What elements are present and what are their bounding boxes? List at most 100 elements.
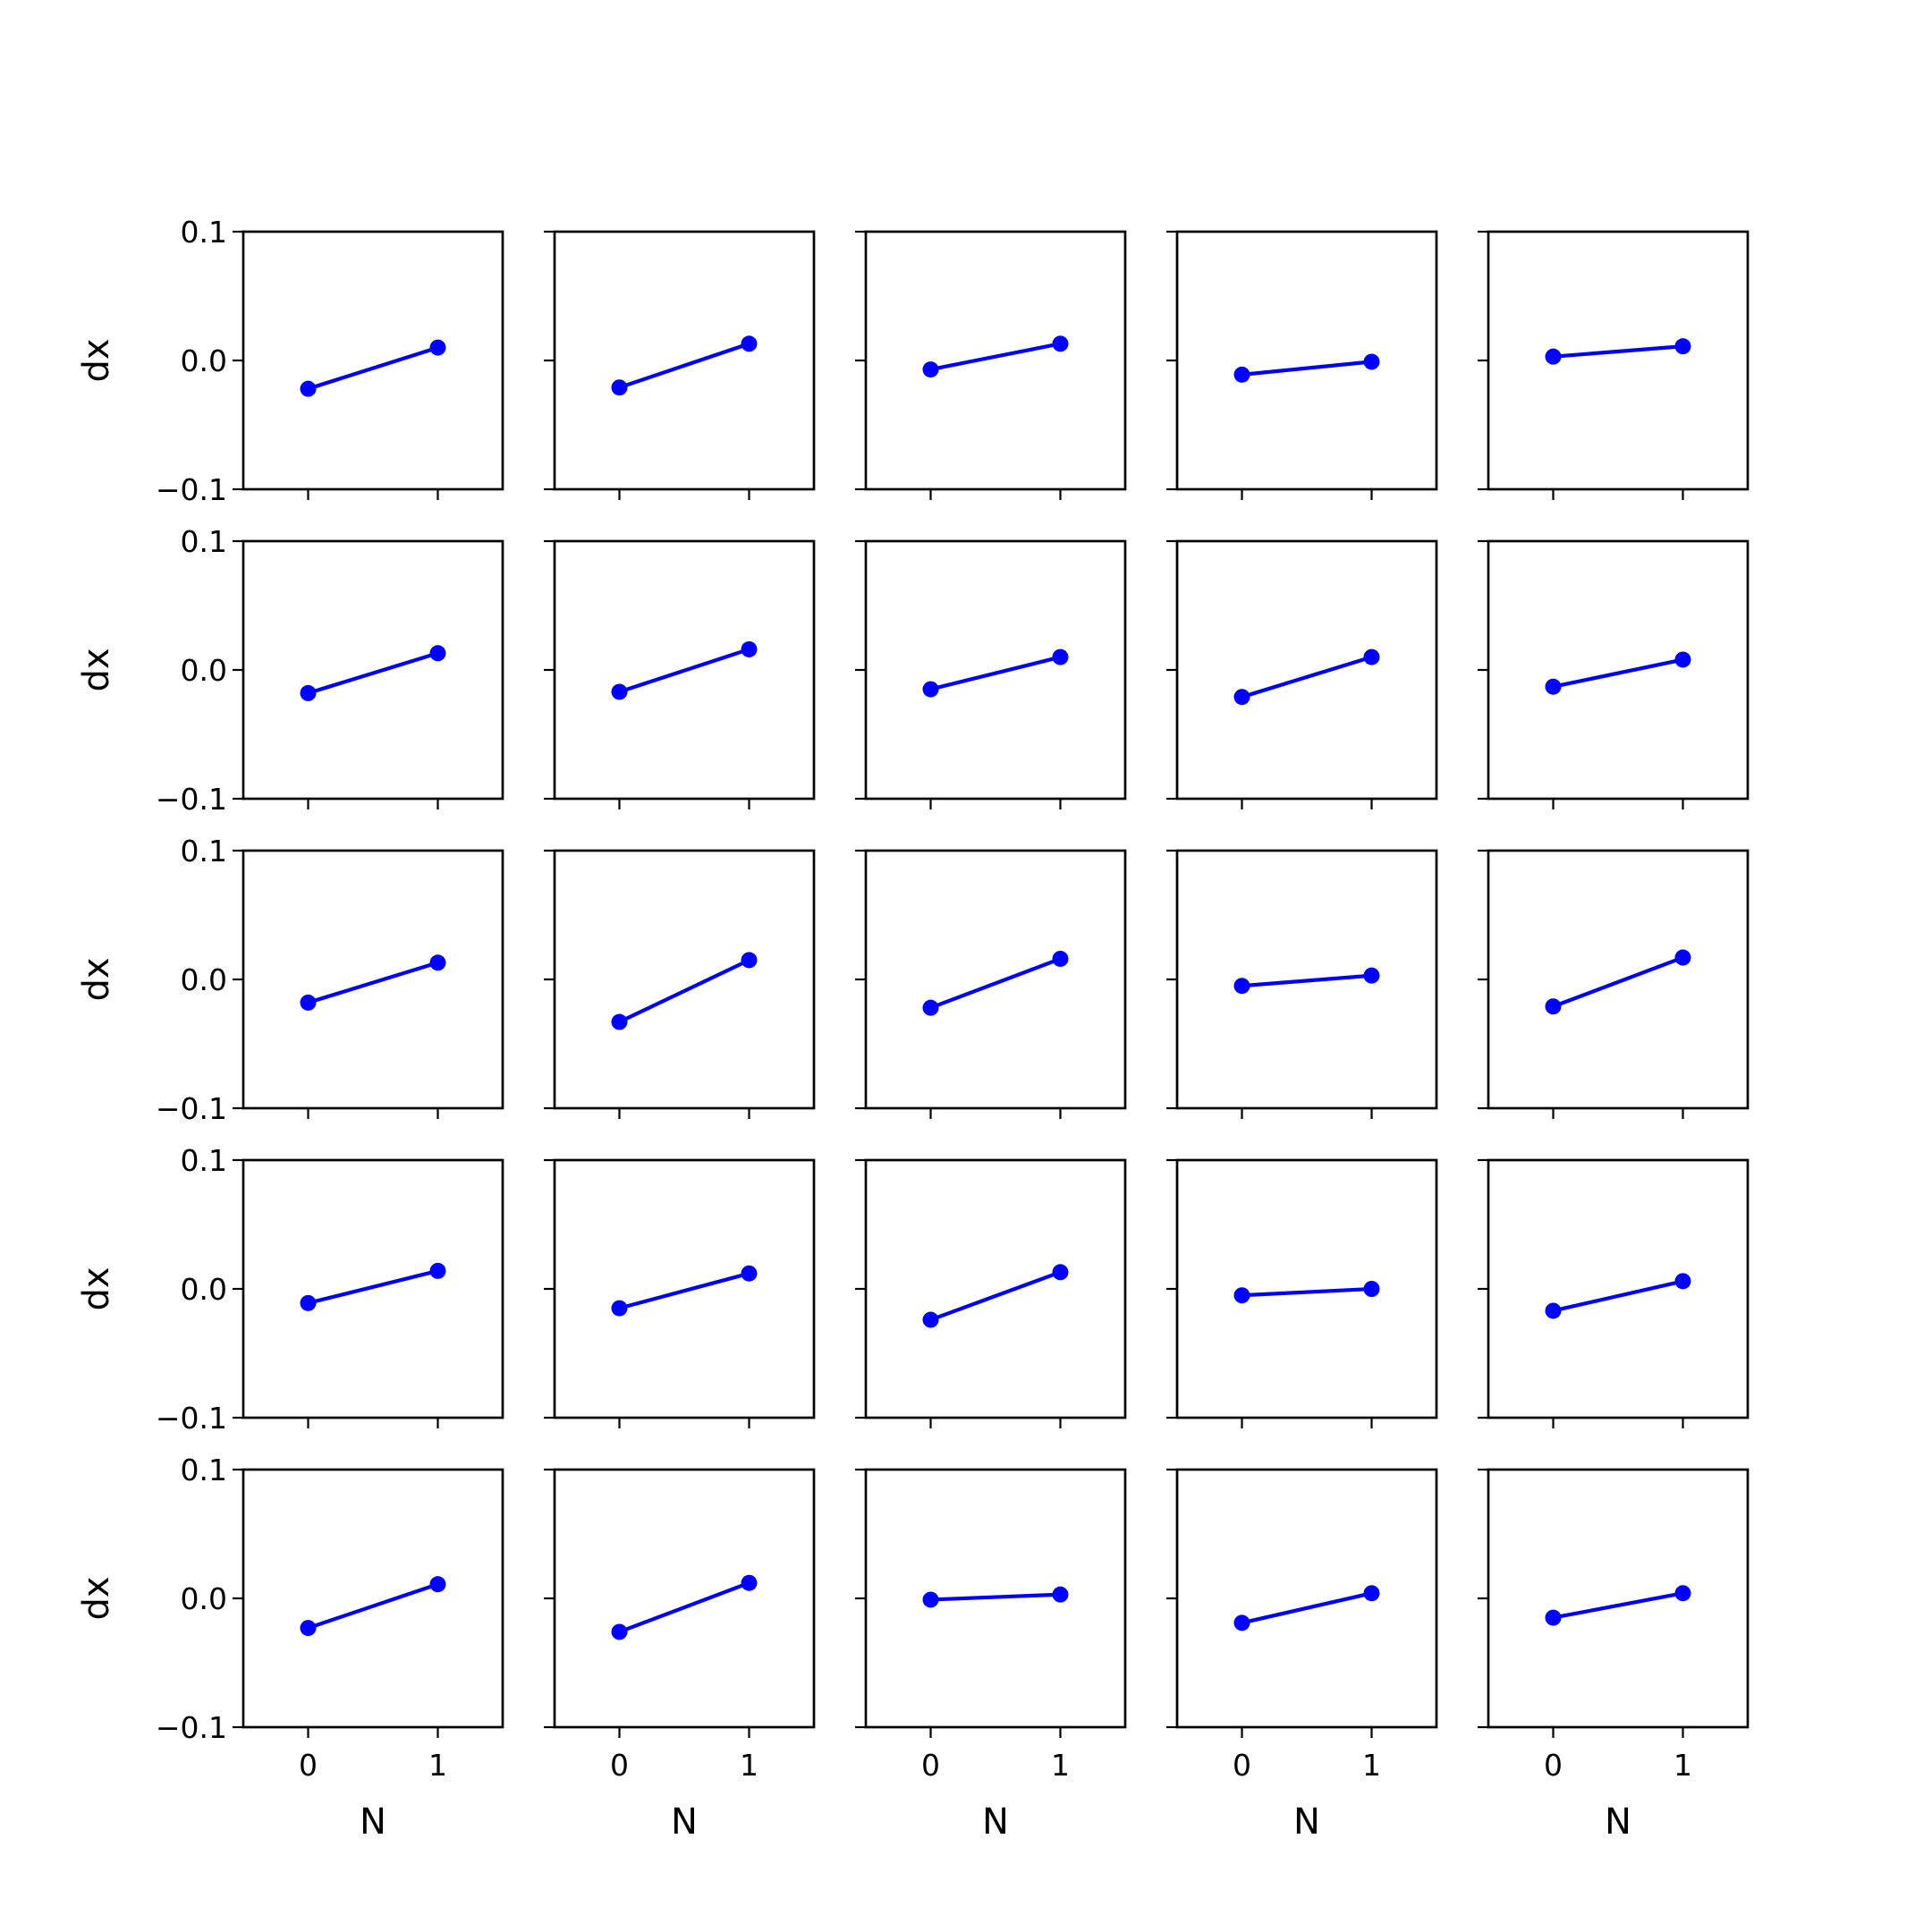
data-point (922, 1311, 939, 1328)
series-line (928, 341, 1063, 372)
x-axis-label: N (671, 1801, 698, 1843)
series-line (928, 1592, 1063, 1602)
y-tick-label: −0.1 (156, 1710, 227, 1745)
subplot-r5-c1: −0.1 0.0 0.1 0 1 dx N (76, 1453, 504, 1843)
x-tick-label: 0 (299, 1748, 318, 1783)
axes-frame (1175, 539, 1438, 801)
subplot-r2-c5 (1478, 539, 1750, 809)
y-tick-label: 0.1 (181, 215, 227, 250)
series-line (1551, 343, 1685, 359)
data-point (1052, 1586, 1069, 1603)
subplot-r4-c3 (855, 1158, 1127, 1428)
subplot-r3-c1: −0.1 0.0 0.1 dx (76, 834, 504, 1126)
data-point (1674, 1585, 1691, 1602)
series-line (1551, 657, 1685, 690)
data-point (1233, 978, 1250, 995)
data-point (1363, 967, 1380, 984)
data-point (1545, 348, 1562, 365)
data-point (741, 952, 758, 969)
subplot-r3-c5 (1478, 849, 1750, 1119)
data-point (300, 380, 317, 397)
series-line (616, 1271, 752, 1311)
subplot-r2-c1: −0.1 0.0 0.1 dx (76, 524, 504, 817)
axes-frame (1487, 230, 1750, 491)
subplot-r4-c1: −0.1 0.0 0.1 dx (76, 1143, 504, 1436)
data-point (1363, 648, 1380, 665)
y-tick-label: −0.1 (156, 1401, 227, 1436)
y-tick-label: −0.1 (156, 782, 227, 817)
data-point (1233, 689, 1250, 706)
data-point (611, 1013, 628, 1030)
data-point (1052, 648, 1069, 665)
y-axis-label: dx (76, 1267, 117, 1310)
x-axis-label: N (360, 1801, 386, 1843)
subplot-r4-c4 (1166, 1158, 1438, 1428)
data-point (1363, 1585, 1380, 1602)
y-axis-label: dx (76, 648, 117, 691)
data-point (1363, 353, 1380, 370)
data-point (1674, 1273, 1691, 1290)
x-axis-label: N (1293, 1801, 1320, 1843)
subplot-r3-c2 (544, 849, 816, 1119)
axes-frame (553, 230, 816, 491)
data-point (300, 1294, 317, 1311)
data-point (1674, 949, 1691, 966)
subplot-r2-c3 (855, 539, 1127, 809)
data-point (611, 683, 628, 700)
subplot-r1-c2 (544, 230, 816, 500)
x-tick-label: 0 (921, 1748, 940, 1783)
series-line (1240, 360, 1374, 377)
series-line (305, 650, 441, 696)
data-point (1674, 651, 1691, 668)
data-point (922, 361, 939, 378)
axes-frame (553, 849, 816, 1110)
series-line (1239, 1590, 1375, 1625)
axes-frame (1487, 1158, 1750, 1419)
subplot-r1-c4 (1166, 230, 1438, 500)
data-point (1545, 1302, 1562, 1319)
y-tick-label: 0.1 (181, 524, 227, 559)
y-tick-label: −0.1 (156, 472, 227, 507)
data-point (1233, 366, 1250, 383)
y-tick-label: 0.0 (181, 962, 227, 997)
y-tick-label: −0.1 (156, 1091, 227, 1126)
series-line (305, 1581, 441, 1631)
data-point (741, 640, 758, 657)
data-point (429, 645, 446, 662)
data-point (1052, 1264, 1069, 1281)
x-tick-label: 0 (610, 1748, 629, 1783)
data-point (741, 335, 758, 352)
axes-frame (1175, 1158, 1438, 1419)
x-tick-label: 0 (1544, 1748, 1563, 1783)
x-axis-label: N (1605, 1801, 1631, 1843)
x-tick-label: 1 (428, 1748, 447, 1783)
axes-frame (1175, 1468, 1438, 1729)
y-tick-label: 0.1 (181, 834, 227, 869)
subplot-r1-c3 (855, 230, 1127, 500)
data-point (611, 379, 628, 396)
data-point (429, 1576, 446, 1593)
series-line (928, 1269, 1063, 1323)
subplot-r2-c4 (1166, 539, 1438, 809)
axes-frame (242, 1468, 504, 1729)
data-point (429, 339, 446, 356)
axes-frame (553, 1468, 816, 1729)
y-axis-label: dx (76, 1576, 117, 1620)
y-axis-label: dx (76, 957, 117, 1001)
data-point (1674, 338, 1691, 355)
axes-frame (1175, 230, 1438, 491)
data-point (1363, 1281, 1380, 1297)
subplot-r5-c5: 0 1 N (1478, 1468, 1750, 1843)
y-tick-label: 0.1 (181, 1453, 227, 1487)
subplot-r1-c5 (1478, 230, 1750, 500)
x-axis-label: N (982, 1801, 1009, 1843)
series-line (305, 344, 441, 392)
series-line (616, 1580, 752, 1635)
x-tick-label: 1 (1674, 1748, 1692, 1783)
axes-frame (242, 849, 504, 1110)
series-line (616, 647, 752, 695)
x-tick-label: 1 (740, 1748, 758, 1783)
subplot-r4-c5 (1478, 1158, 1750, 1428)
data-point (429, 954, 446, 971)
subplot-r4-c2 (544, 1158, 816, 1428)
